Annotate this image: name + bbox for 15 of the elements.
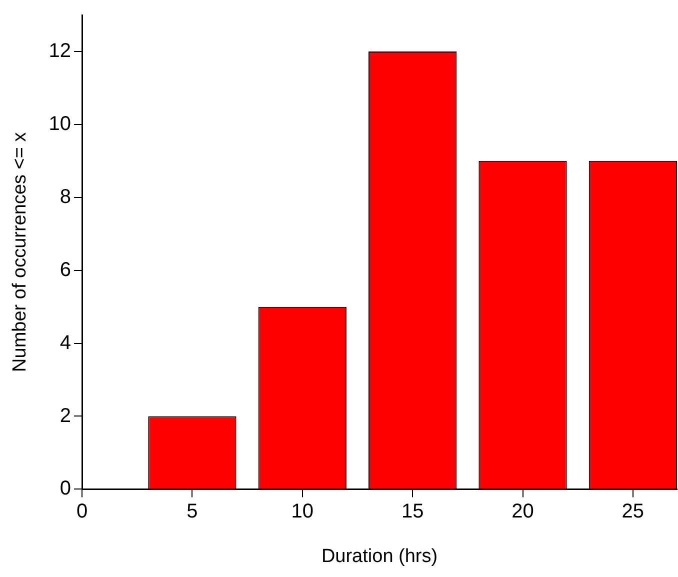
x-tick-label: 15 [401, 500, 424, 523]
y-tick-label: 0 [60, 478, 72, 500]
y-axis-title: Number of occurrences <= x [10, 132, 31, 372]
y-tick-label: 12 [48, 40, 72, 62]
x-tick-label: 0 [76, 500, 88, 523]
y-tick-label: 6 [60, 258, 72, 281]
y-tick-label: 10 [48, 112, 72, 135]
x-axis-title: Duration (hrs) [321, 546, 438, 567]
x-tick-label: 5 [186, 500, 198, 523]
y-tick-label: 4 [60, 332, 72, 354]
x-tick-label: 20 [512, 500, 534, 523]
x-tick-label: 25 [622, 500, 644, 523]
y-tick-label: 2 [60, 404, 72, 427]
x-tick-label: 10 [291, 500, 314, 523]
y-tick-label: 8 [60, 186, 72, 208]
